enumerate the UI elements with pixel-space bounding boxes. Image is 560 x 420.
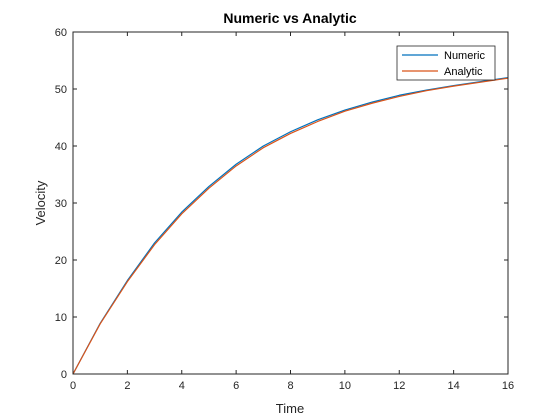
legend-label-numeric: Numeric xyxy=(444,50,485,62)
legend: Numeric Analytic xyxy=(396,45,496,81)
legend-box xyxy=(396,45,496,81)
y-tick-label: 60 xyxy=(55,27,67,39)
legend-label-analytic: Analytic xyxy=(444,66,483,78)
chart-title: Numeric vs Analytic xyxy=(223,10,357,26)
x-tick-label: 10 xyxy=(339,380,351,392)
y-tick-label: 20 xyxy=(55,255,67,267)
x-tick-label: 8 xyxy=(287,380,293,392)
series-line-analytic xyxy=(72,77,509,375)
y-tick-label: 50 xyxy=(55,84,67,96)
x-tick-label: 0 xyxy=(70,380,76,392)
y-axis-label: Velocity xyxy=(33,180,48,225)
y-tick-label: 30 xyxy=(55,198,67,210)
x-tick-label: 12 xyxy=(393,380,405,392)
y-tick-label: 40 xyxy=(55,141,67,153)
axis-ticks: 0 2 4 6 8 10 12 14 16 0 10 20 30 40 50 60 xyxy=(55,27,514,392)
plot-border xyxy=(72,31,509,375)
y-tick-label: 10 xyxy=(55,312,67,324)
y-tick-label: 0 xyxy=(61,369,67,381)
x-tick-label: 2 xyxy=(124,380,130,392)
series-lines xyxy=(72,77,509,375)
x-tick-label: 6 xyxy=(233,380,239,392)
x-tick-label: 4 xyxy=(179,380,185,392)
x-axis-label: Time xyxy=(276,401,304,416)
plot-area xyxy=(73,32,508,374)
x-tick-label: 14 xyxy=(448,380,460,392)
x-tick-label: 16 xyxy=(502,380,514,392)
